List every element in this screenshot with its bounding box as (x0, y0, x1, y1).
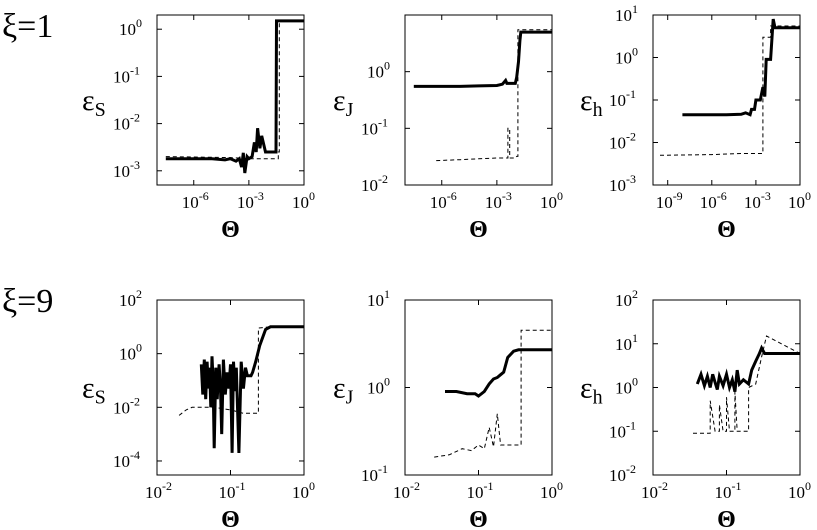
series-line-solid (445, 348, 552, 398)
panel-1-2: 10-2 10-1 100 10-2 10-1 100 101 102 εh Θ (580, 287, 811, 530)
y-tick-label: 10-2 (361, 172, 388, 195)
series-line-solid (199, 325, 304, 453)
plot-frame (404, 299, 553, 476)
y-tick-label: 100 (367, 59, 390, 82)
y-axis-label: εh (580, 84, 603, 121)
y-tick-label: 10-2 (113, 111, 140, 134)
series-line-solid (165, 19, 304, 174)
series-line-solid (682, 18, 800, 117)
x-axis-label: Θ (717, 217, 736, 243)
series-line-dashed (436, 29, 552, 162)
x-tick-label: 10-9 (656, 189, 683, 212)
x-tick-label: 10-3 (485, 189, 512, 212)
plot-frame (652, 299, 801, 476)
x-tick-label: 10-1 (219, 479, 246, 502)
x-tick-label: 10-2 (393, 479, 420, 502)
series-line-dashed (659, 25, 800, 156)
x-tick-label: 100 (540, 479, 563, 502)
x-tick-label: 10-6 (700, 189, 727, 212)
y-tick-label: 10-4 (113, 448, 140, 471)
y-tick-label: 10-1 (609, 418, 636, 441)
y-tick-label: 102 (119, 287, 142, 310)
row-label-xi-9: ξ=9 (2, 283, 53, 320)
y-tick-label: 101 (615, 331, 638, 354)
y-axis-label: εS (82, 84, 106, 121)
x-tick-label: 100 (292, 479, 315, 502)
y-axis-label: εh (580, 372, 603, 409)
series-line-dashed (178, 326, 304, 416)
series-line-solid (413, 30, 552, 88)
x-tick-label: 10-1 (715, 479, 742, 502)
y-tick-label: 10-1 (609, 87, 636, 110)
y-tick-label: 10-2 (609, 462, 636, 485)
x-tick-label: 10-2 (641, 479, 668, 502)
plot-frame (652, 14, 801, 186)
x-axis-label: Θ (469, 217, 488, 243)
series-line-solid (695, 344, 800, 393)
panel-0-1: 10-6 10-3 100 10-2 10-1 100 εJ Θ (333, 14, 563, 243)
x-tick-label: 100 (292, 189, 315, 212)
x-axis-label: Θ (221, 507, 240, 530)
y-tick-label: 10-3 (609, 172, 636, 195)
y-tick-label: 100 (119, 341, 142, 364)
x-tick-label: 10-6 (430, 189, 457, 212)
panel-0-0: 10-6 10-3 100 10-3 10-2 10-1 100 εS Θ (82, 14, 315, 243)
y-tick-label: 10-2 (113, 394, 140, 417)
x-tick-label: 100 (540, 189, 563, 212)
y-axis-label: εJ (333, 372, 354, 409)
series-line-dashed (165, 20, 304, 160)
y-tick-label: 100 (367, 375, 390, 398)
panel-0-2: 10-9 10-6 10-3 100 10-3 10-2 10-1 100 101 εh Θ (580, 2, 811, 243)
y-tick-label: 100 (119, 16, 142, 39)
x-axis-label: Θ (469, 507, 488, 530)
row-label-xi-1: ξ=1 (2, 8, 53, 45)
y-tick-label: 101 (615, 2, 638, 25)
x-axis-label: Θ (221, 217, 240, 243)
y-tick-label: 100 (615, 45, 638, 68)
y-axis-label: εJ (333, 84, 354, 121)
x-tick-label: 10-3 (744, 189, 771, 212)
y-tick-label: 101 (367, 287, 390, 310)
x-axis-label: Θ (717, 507, 736, 530)
y-axis-label: εS (82, 372, 106, 409)
x-tick-label: 10-1 (467, 479, 494, 502)
y-tick-label: 10-1 (113, 63, 140, 86)
x-tick-label: 100 (788, 189, 811, 212)
x-tick-label: 100 (788, 479, 811, 502)
x-tick-label: 10-6 (182, 189, 209, 212)
y-tick-label: 102 (615, 287, 638, 310)
y-tick-label: 10-1 (361, 115, 388, 138)
plot-frame (156, 14, 305, 186)
y-tick-label: 10-1 (361, 462, 388, 485)
y-tick-label: 10-2 (609, 130, 636, 153)
x-tick-label: 10-3 (237, 189, 264, 212)
y-tick-label: 100 (615, 375, 638, 398)
x-tick-label: 10-2 (145, 479, 172, 502)
y-tick-label: 10-3 (113, 158, 140, 181)
plot-frame (404, 14, 553, 186)
